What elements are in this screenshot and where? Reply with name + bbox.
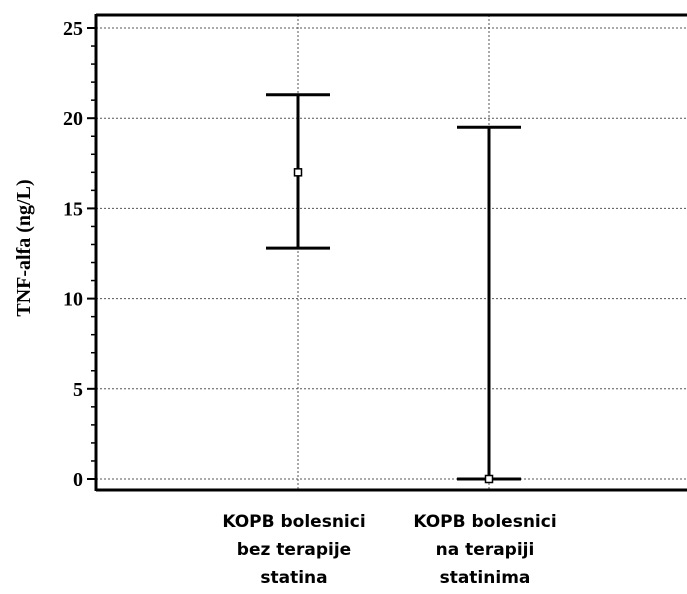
x-category-label-line: KOPB bolesnici xyxy=(413,512,556,532)
x-category-label-line: statinima xyxy=(440,568,531,588)
error-bar xyxy=(457,125,521,484)
y-axis-label: TNF-alfa (ng/L) xyxy=(13,179,35,316)
y-tick-label: 25 xyxy=(63,18,83,40)
x-category-label-line: KOPB bolesnici xyxy=(222,512,365,532)
y-tick-label: 10 xyxy=(63,289,83,311)
y-axis-ticks: 0 5 10 15 20 25 xyxy=(63,18,96,491)
error-bar xyxy=(266,93,330,250)
gridlines xyxy=(96,15,687,490)
x-category-label-line: bez terapije xyxy=(237,540,351,560)
x-category-label-line: statina xyxy=(260,568,327,588)
center-marker xyxy=(293,168,303,177)
y-tick-label: 15 xyxy=(63,198,83,220)
x-category-label: KOPB bolesnici na terapiji statinima xyxy=(413,512,556,588)
y-tick-label: 0 xyxy=(73,469,83,491)
axes xyxy=(94,13,687,492)
error-bars xyxy=(266,93,521,484)
x-category-label-line: na terapiji xyxy=(436,540,535,560)
center-marker xyxy=(484,474,494,484)
y-tick-label: 20 xyxy=(63,108,83,130)
y-tick-label: 5 xyxy=(73,379,83,401)
x-category-label: KOPB bolesnici bez terapije statina xyxy=(222,512,365,588)
